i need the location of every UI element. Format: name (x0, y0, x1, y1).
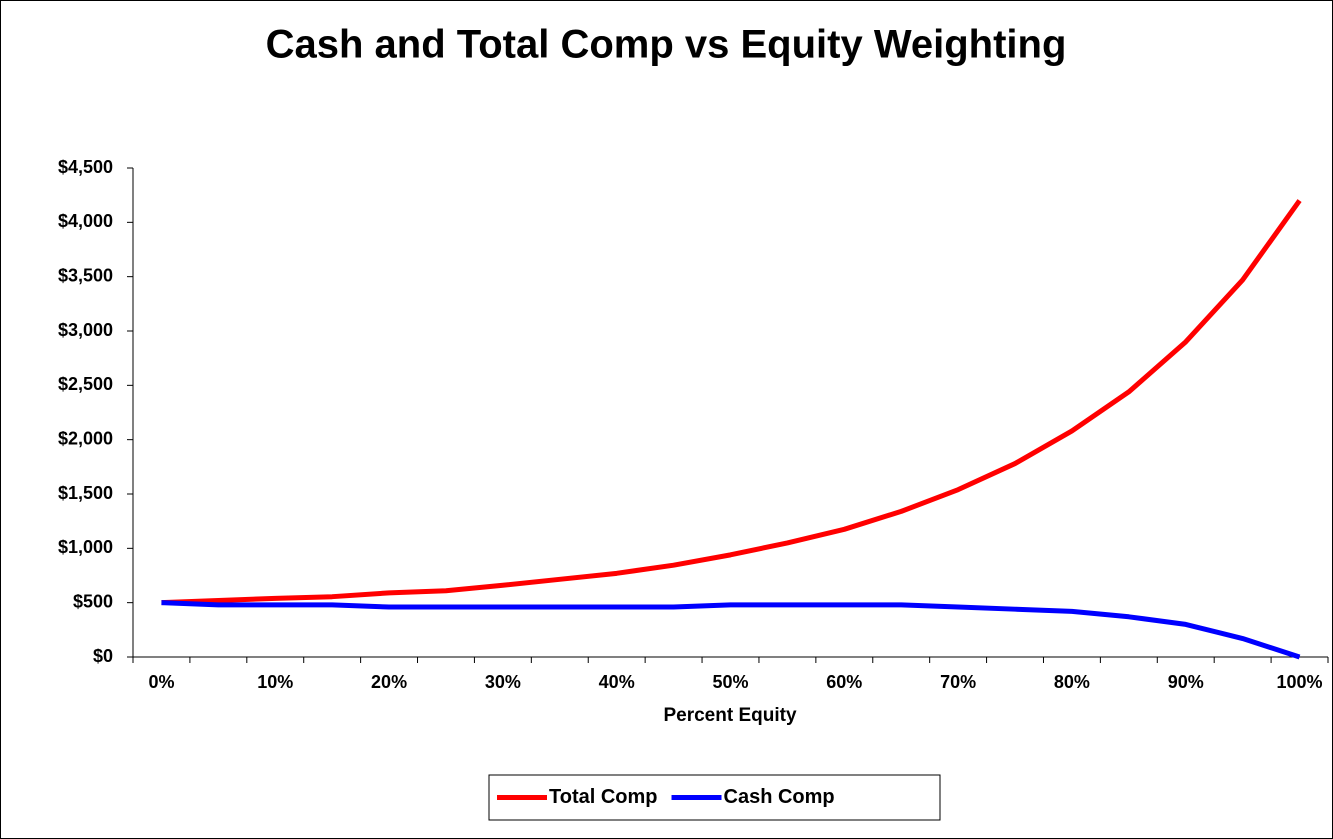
y-tick-label: $1,500 (58, 483, 113, 503)
line-series (161, 199, 1302, 606)
x-tick-label: 0% (148, 672, 174, 692)
x-axis-title: Percent Equity (663, 705, 796, 726)
line-series (161, 600, 1301, 660)
x-tick-label: 70% (940, 672, 976, 692)
y-tick-label: $3,500 (58, 265, 113, 285)
y-tick-label: $2,000 (58, 428, 113, 448)
x-tick-label: 50% (712, 672, 748, 692)
x-tick-label: 80% (1054, 672, 1090, 692)
y-tick-label: $1,000 (58, 537, 113, 557)
y-tick-label: $500 (73, 591, 113, 611)
x-tick-label: 60% (826, 672, 862, 692)
legend-label: Total Comp (549, 786, 658, 808)
y-tick-label: $0 (93, 646, 113, 666)
chart-title: Cash and Total Comp vs Equity Weighting (266, 23, 1067, 67)
x-tick-label: 90% (1168, 672, 1204, 692)
y-tick-label: $4,500 (58, 157, 113, 177)
y-tick-label: $2,500 (58, 374, 113, 394)
x-tick-label: 40% (599, 672, 635, 692)
y-tick-label: $4,000 (58, 211, 113, 231)
x-tick-label: 20% (371, 672, 407, 692)
x-tick-label: 30% (485, 672, 521, 692)
y-tick-label: $3,000 (58, 320, 113, 340)
x-tick-label: 10% (257, 672, 293, 692)
legend-label: Cash Comp (724, 786, 835, 808)
x-tick-label: 100% (1277, 672, 1323, 692)
